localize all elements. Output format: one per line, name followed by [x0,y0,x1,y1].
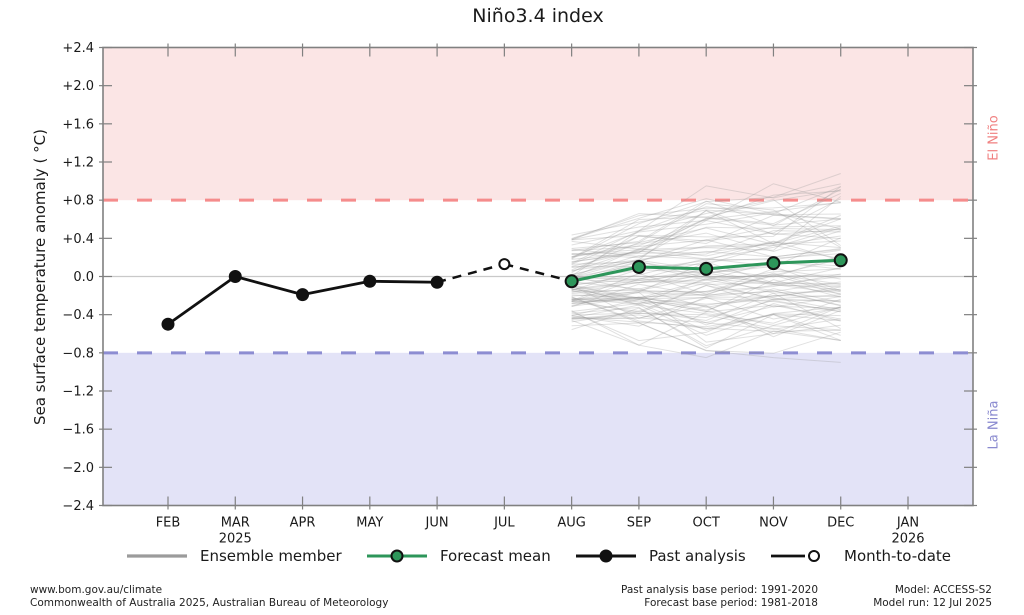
footer-model-name: Model: ACCESS-S2 [894,584,992,596]
footer-base-periods: Past analysis base period: 1991-2020 For… [500,584,818,610]
y-tick-label: +2.4 [62,41,94,56]
legend-item-month-to-date: Month-to-date [769,547,951,565]
x-tick-label: AUG [557,516,585,531]
y-tick-label: −0.4 [62,308,94,323]
data-point [564,274,579,289]
data-point [631,259,646,274]
x-tick-label: NOV [759,516,788,531]
la-nina-band-label: La Niña [986,400,1002,450]
series-past-analysis [161,270,444,331]
footer-copyright: Commonwealth of Australia 2025, Australi… [30,597,389,609]
y-tick-label: +2.0 [62,79,94,94]
month-to-date-line-swatch [769,547,833,565]
month-to-date-connectors [436,262,572,284]
y-tick-label: +1.2 [62,156,94,171]
y-tick-label: −2.4 [62,499,94,514]
data-point [161,317,175,331]
x-tick-label: SEP [627,516,651,531]
chart-title: Niño3.4 index [472,5,604,27]
band-El Niño [103,47,973,201]
band-La Niña [103,352,973,506]
y-tick-label: −0.8 [62,346,94,361]
legend: Ensemble member Forecast mean Past analy… [103,542,973,570]
footer-model-info: Model: ACCESS-S2 Model run: 12 Jul 2025 [820,584,992,610]
footer-source-url: www.bom.gov.au/climate [30,584,163,596]
footer-forecast-base-period: Forecast base period: 1981-2018 [644,597,818,609]
data-point [296,288,310,302]
data-point [833,253,848,268]
plot-frame [102,46,974,507]
y-tick-label: 0.0 [73,270,94,285]
legend-label-ensemble-member: Ensemble member [200,547,342,565]
legend-item-ensemble-member: Ensemble member [125,547,342,565]
series-forecast-mean [564,253,848,289]
data-point [498,258,511,271]
legend-item-forecast-mean: Forecast mean [365,547,551,565]
x-tick-label: MAR [221,516,250,531]
el-nino-band-label: El Niño [986,115,1002,161]
y-tick-label: −1.6 [62,423,94,438]
data-point [430,275,444,289]
x-tick-label: JUL [493,516,515,531]
data-point [766,256,781,271]
x-tick-label: JUN [425,516,449,531]
x-year-label: 2025 [219,532,252,547]
legend-label-forecast-mean: Forecast mean [439,547,551,565]
legend-label-past-analysis: Past analysis [648,547,746,565]
footer-past-base-period: Past analysis base period: 1991-2020 [621,584,818,596]
axis-ticks: +2.4 +2.0 +1.6 +1.2 +0.8 +0.4 0.0 −0.4 −0.8 −1.2 −… [62,41,977,547]
legend-item-past-analysis: Past analysis [574,547,746,565]
past-analysis-line-swatch [574,547,638,565]
y-tick-label: +1.6 [62,117,94,132]
x-tick-label: MAY [356,516,383,531]
y-tick-label: −1.2 [62,385,94,400]
forecast-mean-line-swatch [365,547,429,565]
data-point [699,261,714,276]
series-month-to-date [498,258,511,271]
data-point [228,270,242,283]
x-tick-label: DEC [827,516,854,531]
ensemble-member-line-swatch [125,547,189,565]
x-tick-label: FEB [156,516,181,531]
x-tick-label: OCT [693,516,720,531]
y-tick-label: +0.4 [62,232,94,247]
y-axis-label: Sea surface temperature anomaly ( °C) [31,129,49,425]
data-point [363,274,377,288]
legend-label-month-to-date: Month-to-date [844,547,951,565]
footer-source: www.bom.gov.au/climate Commonwealth of A… [30,584,388,610]
x-year-label: 2026 [891,532,924,547]
x-tick-label: JAN [896,516,919,531]
footer-model-run: Model run: 12 Jul 2025 [873,597,992,609]
x-tick-label: APR [290,516,316,531]
y-tick-label: −2.0 [62,461,94,476]
y-tick-label: +0.8 [62,194,94,209]
